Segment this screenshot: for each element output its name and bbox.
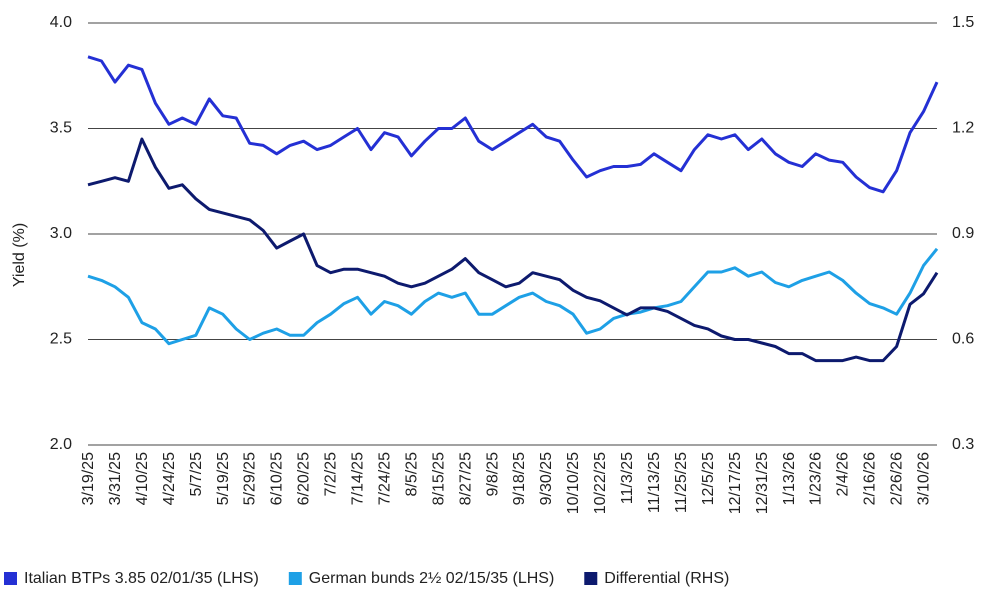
y-tick-label: 4.0 [50,14,72,31]
y-axis-label: Yield (%) [11,223,28,287]
x-tick-label: 10/22/25 [592,452,609,514]
x-tick-label: 8/27/25 [457,452,474,505]
x-tick-label: 5/19/25 [215,452,232,505]
x-tick-label: 8/15/25 [430,452,447,505]
x-tick-label: 3/19/25 [80,452,97,505]
x-tick-label: 5/29/25 [242,452,259,505]
legend-label: Differential (RHS) [604,570,729,587]
x-tick-label: 3/10/26 [916,452,933,505]
x-tick-label: 6/20/25 [296,452,313,505]
legend-swatch [288,572,302,585]
x-tick-label: 2/26/26 [889,452,906,505]
y2-tick-label: 0.9 [952,225,974,242]
x-tick-label: 11/25/25 [673,452,690,513]
series-line [87,247,939,346]
series-line [87,137,939,363]
x-tick-label: 7/24/25 [376,452,393,505]
legend-swatch [4,572,17,585]
x-tick-label: 7/14/25 [350,452,367,505]
x-tick-label: 5/7/25 [188,452,205,497]
legend-swatch [584,572,598,585]
y-tick-label: 3.0 [50,225,72,242]
x-tick-label: 3/31/25 [107,452,124,505]
x-tick-label: 6/10/25 [269,452,286,505]
y-tick-label: 3.5 [50,120,72,137]
x-tick-label: 10/10/25 [565,452,582,514]
x-tick-label: 11/3/25 [619,452,636,504]
x-tick-label: 9/30/25 [538,452,555,505]
x-tick-label: 12/5/25 [700,452,717,505]
x-tick-label: 9/18/25 [511,452,528,505]
x-tick-label: 4/24/25 [161,452,178,505]
x-tick-label: 1/13/26 [781,452,798,505]
x-tick-label: 7/2/25 [323,452,340,497]
legend-label: Italian BTPs 3.85 02/01/35 (LHS) [24,570,259,587]
x-tick-label: 2/4/26 [835,452,852,497]
x-tick-label: 9/8/25 [484,452,501,497]
y-tick-label: 2.0 [50,436,72,453]
y2-tick-label: 1.5 [952,14,974,31]
x-tick-label: 4/10/25 [134,452,151,505]
x-tick-label: 12/17/25 [727,452,744,514]
legend-label: German bunds 2½ 02/15/35 (LHS) [309,570,554,587]
series-line [87,55,939,194]
x-tick-label: 12/31/25 [754,452,771,514]
y2-tick-label: 1.2 [952,120,974,137]
y-tick-label: 2.5 [50,331,72,348]
y2-tick-label: 0.3 [952,436,974,453]
y2-tick-label: 0.6 [952,331,974,348]
x-tick-label: 11/13/25 [646,452,663,513]
x-tick-label: 1/23/26 [808,452,825,505]
x-tick-label: 2/16/26 [862,452,879,505]
x-tick-label: 8/5/25 [403,452,420,497]
